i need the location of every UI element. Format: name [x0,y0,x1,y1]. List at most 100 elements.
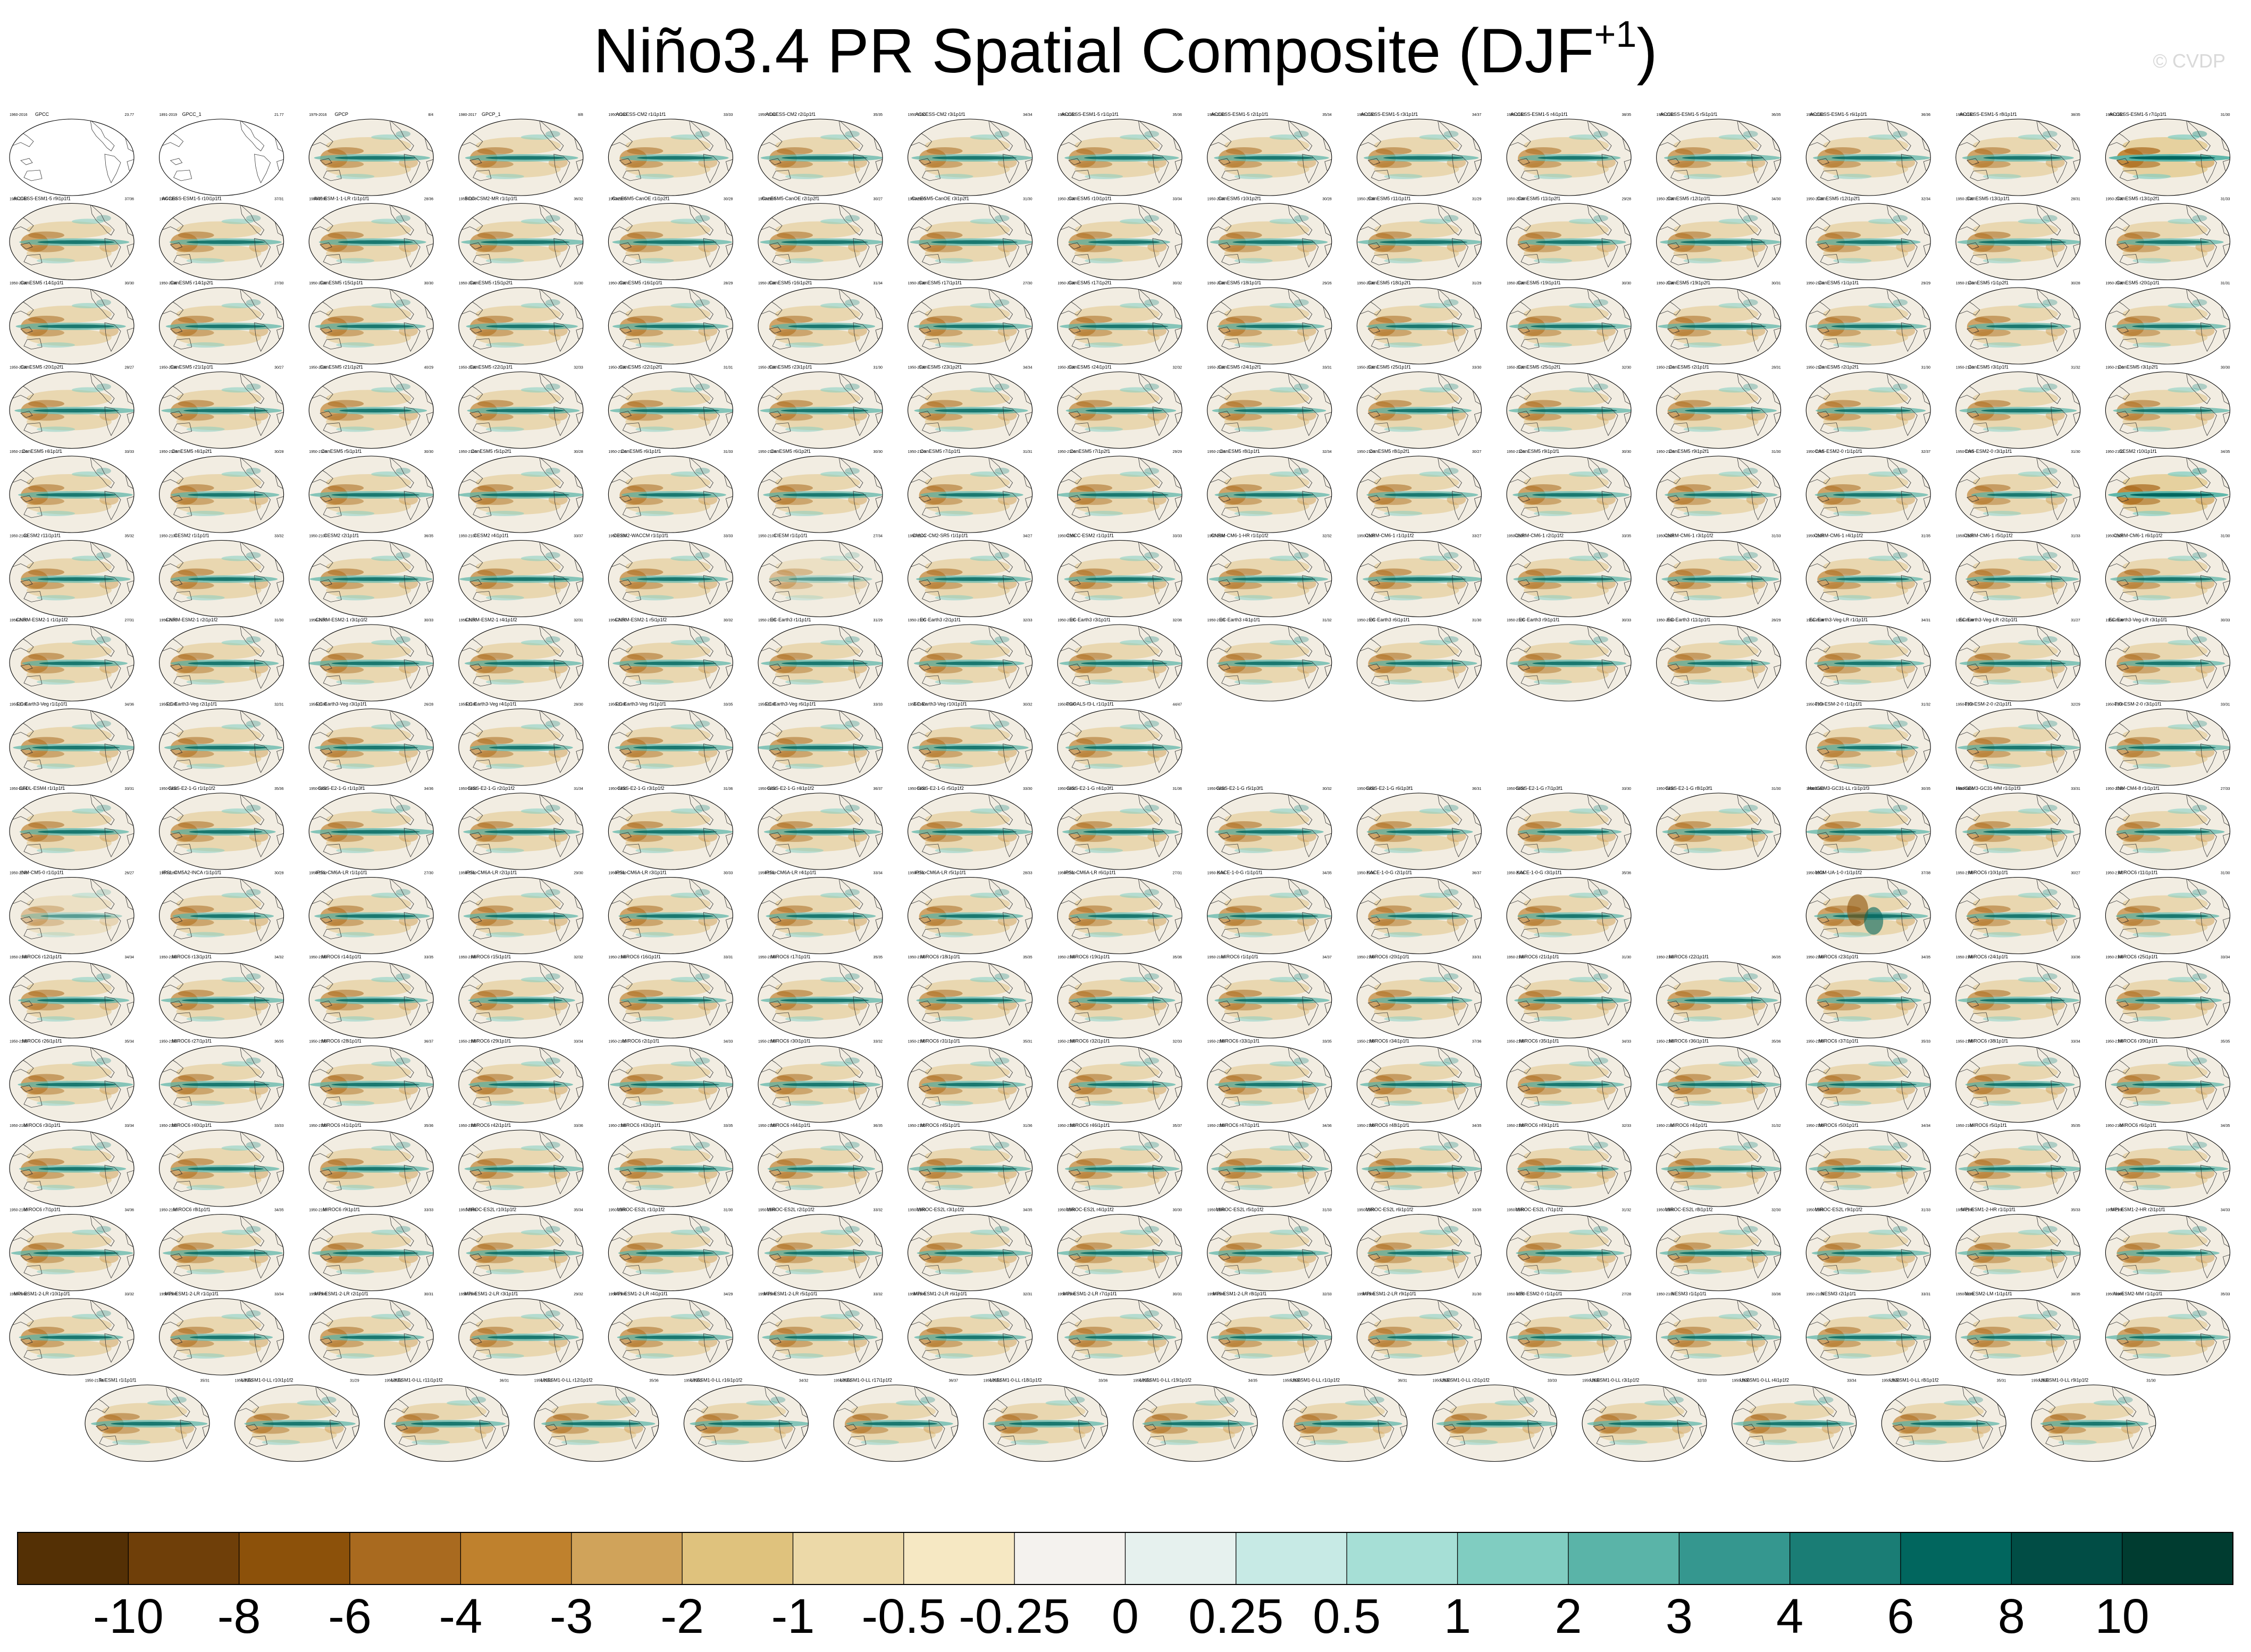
map-border [458,624,584,702]
map-border [159,793,284,870]
map-border [308,961,434,1039]
panel-title: UKESM1-0-LL r18i1p1f2 [990,1378,1042,1383]
panel-years: 1950-2100 [1806,198,1824,201]
panel-count: 33/33 [724,113,733,117]
panel-years: 1950-2100 [908,703,926,707]
map-border [458,793,584,870]
panel-years: 1950-2100 [1657,1124,1675,1128]
panel-count: 31/31 [2221,282,2230,285]
map-border [159,1298,284,1376]
map-border [9,708,135,786]
panel-title: ACCESS-ESM1-5 r6i1p1f1 [1810,112,1867,117]
panel-years: 1950-2100 [1806,619,1824,622]
panel-years: 1950-2100 [10,872,28,875]
panel-years: 1950-2100 [10,535,28,538]
panel-count: 40/29 [424,366,434,370]
panel-title: TaiESM1 r1i1p1f1 [98,1378,136,1383]
panel-count: 34/30 [1771,198,1781,201]
panel-count: 27/30 [274,282,284,285]
panel-title: MIROC6 r29i1p1f1 [471,1039,511,1044]
coastlines [1057,119,1182,183]
panel-years: 1950-2100 [85,1379,103,1383]
panel-years: 1950-2100 [1057,1293,1076,1296]
map-border [608,624,733,702]
map-border [758,1213,883,1292]
map-border [534,1384,659,1462]
map-border [908,456,1033,533]
map-border [608,1298,733,1376]
map-border [458,1045,584,1123]
panel-years: 1950-2100 [1732,1379,1750,1383]
panel-count: 33/34 [274,1293,284,1296]
panel-title: GISS-E2-1-G r1i1p3f1 [318,786,365,791]
map-border [1955,456,2081,533]
panel-count: 37/31 [274,198,284,201]
panel-years: 1950-2100 [2105,198,2123,201]
panel-title: INM-CM5-0 r1i1p1f1 [20,870,64,875]
colorbar-swatch [1679,1532,1791,1584]
panel-count: 30/33 [424,619,434,622]
panel-title: MIROC6 r14i1p1f1 [322,954,362,959]
panel-count: 33/34 [1847,1379,1857,1383]
map-border [159,371,284,449]
panel-title: MIROC6 r37i1p1f1 [1819,1039,1859,1044]
panel-count: 27/33 [2221,787,2230,791]
panel-title: CNRM-ESM2-1 r5i1p1f2 [615,617,667,622]
panel-years: 1950-2100 [1507,282,1525,285]
panel-years: 1950-2100 [908,366,926,370]
panel-title: MIROC6 r6i1p1f1 [2119,1123,2156,1128]
panel-title: GPCC_1 [182,112,201,117]
panel-years: 1950-2100 [1507,535,1525,538]
panel-count: 33/33 [873,703,883,707]
colorbar-tick-label: 6 [1887,1589,1914,1643]
panel-years: 1950-2100 [309,703,327,707]
panel-years: 1950-2100 [608,282,626,285]
panel-count: 27/34 [873,535,883,538]
panel-title: CanESM5 r2i1p1f1 [1669,365,1709,370]
map-border [1207,876,1332,955]
map-border [758,456,883,533]
panel-title: CanESM5 r21i1p1f1 [170,365,213,370]
map-border [758,1045,883,1123]
map-border [9,287,135,365]
panel-count: 34/34 [124,956,134,959]
panel-title: MIROC6 r18i1p1f1 [920,954,960,959]
panel-title: EC-Earth3-Veg r1i1p1f1 [16,702,68,707]
panel-count: 36/32 [574,198,583,201]
panel-count: 34/27 [1023,535,1032,538]
panel-title: MIROC6 r28i1p1f1 [322,1039,362,1044]
panel-title: EC-Earth3-Veg r10i1p1f1 [913,702,967,707]
panel-title: CanESM5 r6i1p1f1 [620,449,661,454]
panel-years: 1950-2100 [10,366,28,370]
map-border [2105,876,2230,955]
coastlines [1806,119,1931,183]
coastlines [309,1299,434,1363]
panel-years: 1950-2100 [1956,1040,1974,1044]
panel-title: MIROC-ES2L r4i1p1f2 [1066,1207,1114,1212]
coastlines [1656,1299,1781,1363]
panel-years: 1950-2100 [1806,1040,1824,1044]
panel-title: EC-Earth3 r4i1p1f1 [1219,617,1260,622]
coastlines [1057,709,1182,773]
panel-title: CanESM5 r16i1p1f1 [619,280,662,285]
map-border [1955,1130,2081,1207]
map-border [608,961,733,1039]
panel-title: MPI-ESM1-2-LR r10i1p1f1 [14,1291,70,1296]
map-border [683,1384,809,1462]
map-border [458,961,584,1039]
map-border [2105,1130,2230,1207]
map-border [1207,456,1332,533]
panel-years: 1950-2100 [1357,366,1375,370]
